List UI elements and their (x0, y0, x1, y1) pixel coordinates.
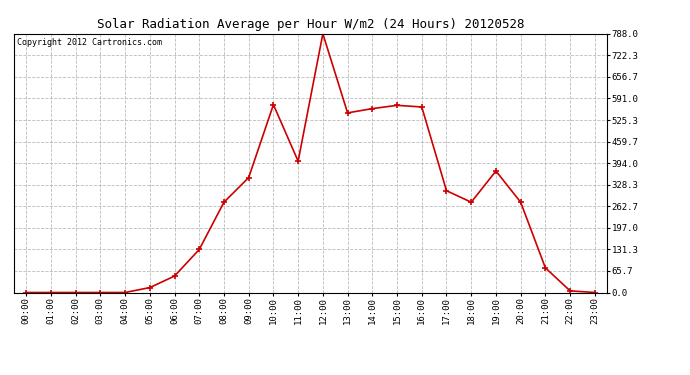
Title: Solar Radiation Average per Hour W/m2 (24 Hours) 20120528: Solar Radiation Average per Hour W/m2 (2… (97, 18, 524, 31)
Text: Copyright 2012 Cartronics.com: Copyright 2012 Cartronics.com (17, 38, 161, 46)
